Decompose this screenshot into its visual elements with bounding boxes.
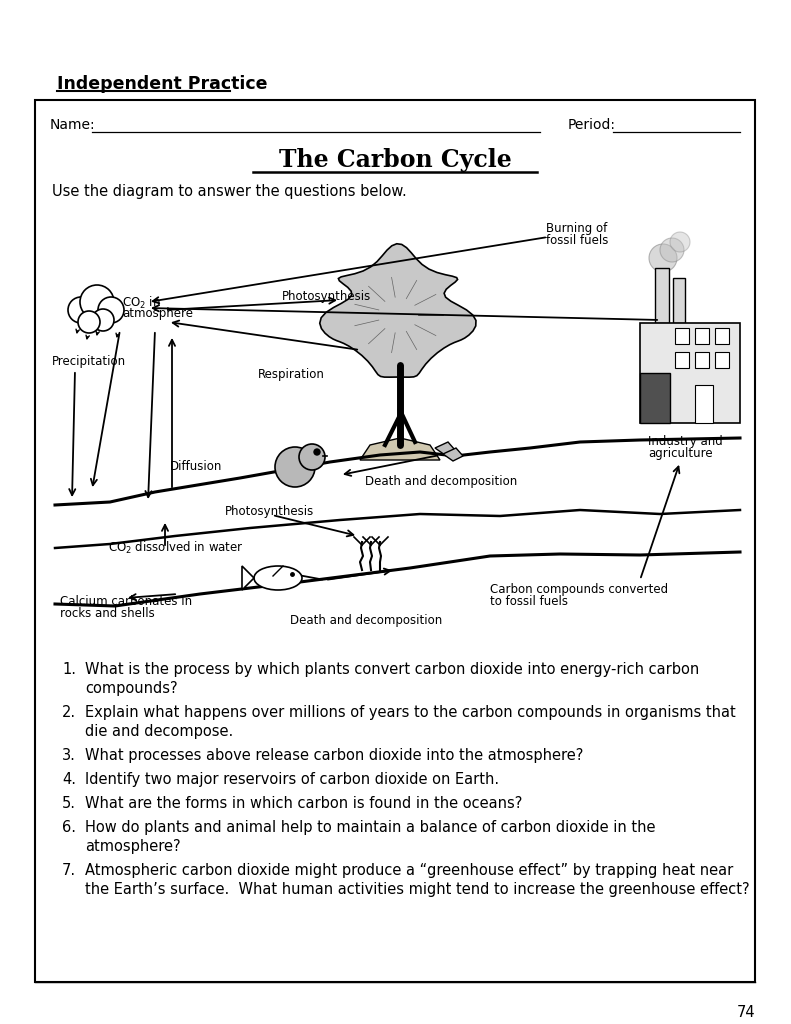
Circle shape: [649, 244, 677, 272]
Bar: [640, 373, 670, 423]
Text: 3.: 3.: [62, 748, 76, 763]
Text: Death and decomposition: Death and decomposition: [290, 614, 442, 627]
Circle shape: [660, 238, 684, 262]
Bar: [715, 328, 729, 344]
Circle shape: [314, 449, 320, 455]
Text: agriculture: agriculture: [648, 447, 713, 460]
Bar: [695, 352, 709, 368]
Bar: [655, 268, 669, 323]
Text: CO$_2$ in: CO$_2$ in: [122, 295, 161, 311]
Text: Respiration: Respiration: [258, 368, 325, 381]
Text: Death and decomposition: Death and decomposition: [365, 475, 517, 488]
Text: CO$_2$ dissolved in water: CO$_2$ dissolved in water: [108, 540, 244, 556]
Text: fossil fuels: fossil fuels: [546, 234, 608, 247]
Bar: [35, 100, 755, 982]
Text: Burning of: Burning of: [546, 222, 607, 234]
Polygon shape: [320, 244, 476, 377]
Text: How do plants and animal help to maintain a balance of carbon dioxide in the: How do plants and animal help to maintai…: [85, 820, 656, 835]
Text: atmosphere: atmosphere: [122, 307, 193, 319]
Text: 7.: 7.: [62, 863, 76, 878]
Text: Precipitation: Precipitation: [52, 355, 126, 368]
Text: Period:: Period:: [568, 118, 616, 132]
Text: Carbon compounds converted: Carbon compounds converted: [490, 583, 668, 596]
Text: What processes above release carbon dioxide into the atmosphere?: What processes above release carbon diox…: [85, 748, 584, 763]
Text: 6.: 6.: [62, 820, 76, 835]
Circle shape: [299, 444, 325, 470]
Text: 74: 74: [736, 1005, 755, 1020]
Circle shape: [670, 232, 690, 252]
Circle shape: [92, 309, 114, 331]
Text: Explain what happens over millions of years to the carbon compounds in organisms: Explain what happens over millions of ye…: [85, 705, 736, 720]
Text: What are the forms in which carbon is found in the oceans?: What are the forms in which carbon is fo…: [85, 796, 522, 811]
Bar: [675, 328, 689, 344]
Text: The Carbon Cycle: The Carbon Cycle: [278, 148, 511, 172]
Polygon shape: [360, 438, 440, 460]
Circle shape: [68, 297, 94, 323]
Text: rocks and shells: rocks and shells: [60, 607, 155, 620]
Text: Name:: Name:: [50, 118, 96, 132]
Polygon shape: [242, 566, 254, 590]
Text: Photosynthesis: Photosynthesis: [282, 290, 371, 303]
Text: 2.: 2.: [62, 705, 76, 720]
Text: Photosynthesis: Photosynthesis: [225, 505, 314, 518]
Text: Use the diagram to answer the questions below.: Use the diagram to answer the questions …: [52, 184, 407, 199]
Text: die and decompose.: die and decompose.: [85, 724, 233, 739]
Bar: [695, 328, 709, 344]
Text: compounds?: compounds?: [85, 681, 178, 696]
Text: the Earth’s surface.  What human activities might tend to increase the greenhous: the Earth’s surface. What human activiti…: [85, 882, 750, 897]
Text: 5.: 5.: [62, 796, 76, 811]
Circle shape: [98, 297, 124, 323]
Text: to fossil fuels: to fossil fuels: [490, 595, 568, 608]
Bar: [695, 385, 713, 423]
Circle shape: [80, 285, 114, 319]
Bar: [675, 352, 689, 368]
Text: 4.: 4.: [62, 772, 76, 787]
Text: Diffusion: Diffusion: [170, 460, 222, 473]
Text: Atmospheric carbon dioxide might produce a “greenhouse effect” by trapping heat : Atmospheric carbon dioxide might produce…: [85, 863, 733, 878]
Bar: [640, 323, 740, 423]
Text: Identify two major reservoirs of carbon dioxide on Earth.: Identify two major reservoirs of carbon …: [85, 772, 499, 787]
Text: What is the process by which plants convert carbon dioxide into energy-rich carb: What is the process by which plants conv…: [85, 662, 699, 677]
Text: atmosphere?: atmosphere?: [85, 839, 180, 854]
Ellipse shape: [254, 566, 302, 590]
Polygon shape: [443, 449, 463, 461]
Bar: [715, 352, 729, 368]
Bar: [673, 278, 685, 323]
Circle shape: [78, 311, 100, 333]
Text: Calcium carbonates in: Calcium carbonates in: [60, 595, 192, 608]
Text: Independent Practice: Independent Practice: [57, 75, 267, 93]
Text: 1.: 1.: [62, 662, 76, 677]
Polygon shape: [435, 442, 455, 455]
Circle shape: [275, 447, 315, 487]
Text: Industry and: Industry and: [648, 435, 723, 449]
